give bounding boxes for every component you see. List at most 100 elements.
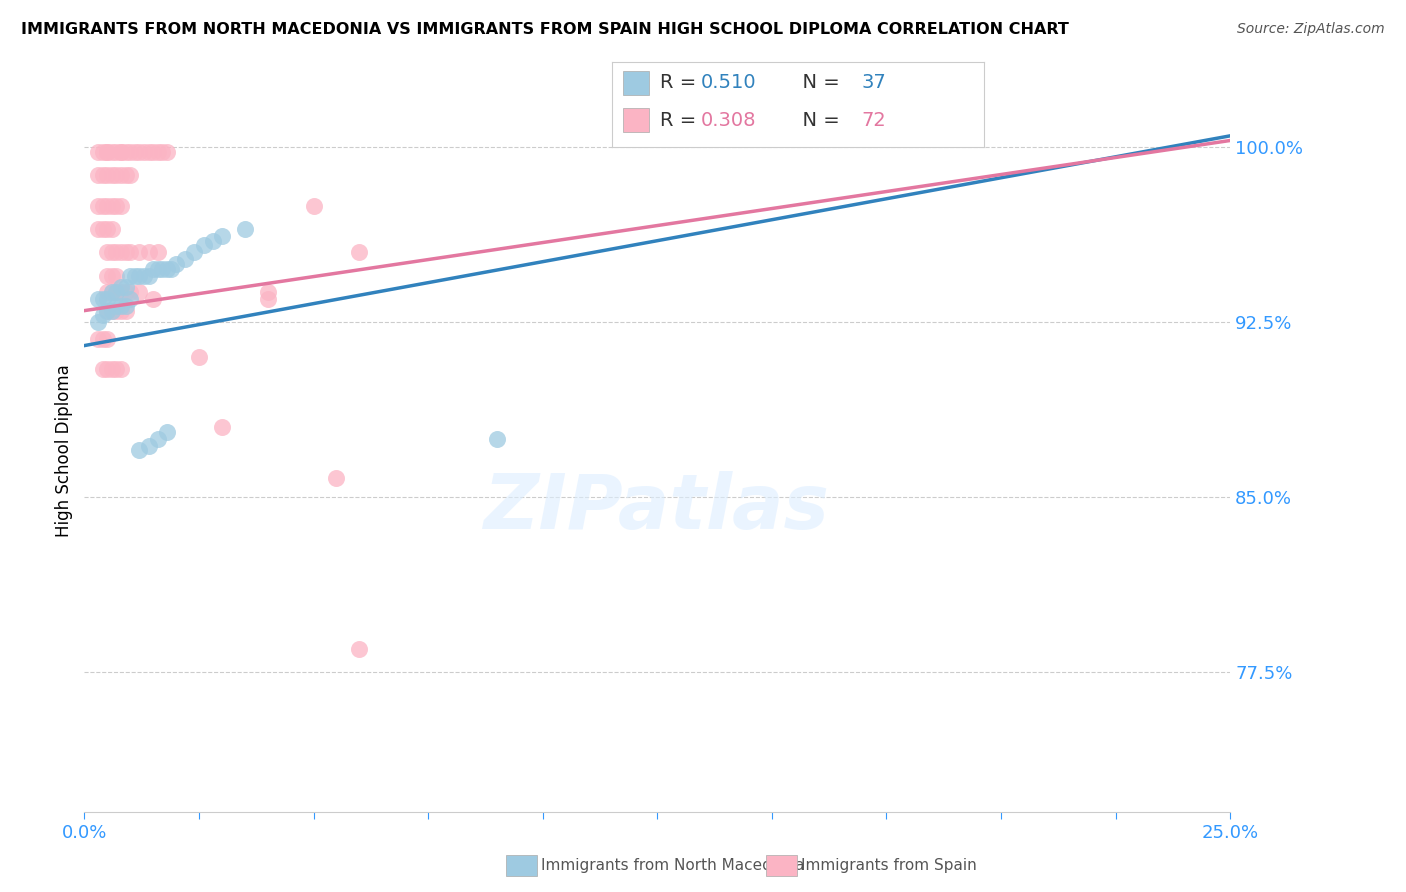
Point (156, 145, 179, 160)
Point (114, 303, 136, 318)
Point (105, 362, 128, 376)
Point (156, 261, 179, 276)
Point (110, 199, 132, 213)
Point (146, 261, 169, 276)
Point (101, 303, 124, 318)
Point (91, 362, 114, 376)
Point (110, 245, 132, 260)
Point (146, 432, 169, 446)
Point (87, 169, 110, 183)
Point (110, 169, 132, 183)
Point (91, 332, 114, 346)
Point (138, 245, 160, 260)
Text: N =: N = (790, 111, 846, 129)
Point (174, 252, 197, 267)
Point (256, 292, 278, 306)
Point (124, 145, 146, 160)
Point (150, 145, 173, 160)
Point (120, 292, 142, 306)
Point (96, 145, 118, 160)
Point (120, 245, 142, 260)
Bar (623, 71, 648, 95)
Point (114, 285, 136, 299)
Text: R =: R = (659, 111, 703, 129)
Point (110, 280, 132, 294)
Point (91, 145, 114, 160)
Point (325, 471, 347, 485)
Point (114, 169, 136, 183)
Point (233, 222, 256, 236)
Point (87, 222, 110, 236)
Point (114, 145, 136, 160)
Text: 72: 72 (862, 111, 886, 129)
Point (91, 292, 114, 306)
Point (91, 169, 114, 183)
Y-axis label: High School Diploma: High School Diploma (55, 364, 73, 537)
Point (101, 222, 124, 236)
Point (183, 245, 205, 260)
Point (105, 303, 128, 318)
Point (110, 145, 132, 160)
Point (142, 292, 165, 306)
Bar (623, 108, 648, 132)
Point (138, 145, 160, 160)
Text: Immigrants from North Macedonia: Immigrants from North Macedonia (541, 858, 804, 872)
Point (211, 229, 233, 244)
Point (201, 234, 224, 248)
Point (105, 169, 128, 183)
Point (349, 245, 371, 260)
Text: ZIPatlas: ZIPatlas (484, 471, 831, 545)
Point (120, 145, 142, 160)
Point (110, 145, 132, 160)
Point (110, 285, 132, 299)
Point (114, 299, 136, 313)
Point (160, 261, 183, 276)
Point (96, 303, 118, 318)
Point (128, 245, 150, 260)
Point (96, 292, 118, 306)
Point (132, 268, 155, 283)
Point (96, 285, 118, 299)
Point (124, 268, 146, 283)
Point (101, 245, 124, 260)
Point (87, 315, 110, 329)
Point (142, 261, 165, 276)
Point (110, 303, 132, 318)
Point (96, 199, 118, 213)
Point (349, 641, 371, 656)
Point (302, 199, 325, 213)
Point (101, 199, 124, 213)
Point (156, 425, 179, 439)
Point (96, 303, 118, 318)
Point (256, 285, 278, 299)
Point (110, 299, 132, 313)
Point (96, 145, 118, 160)
Point (142, 145, 165, 160)
Point (87, 199, 110, 213)
Text: 37: 37 (862, 73, 886, 92)
Point (101, 303, 124, 318)
Point (128, 145, 150, 160)
Point (105, 145, 128, 160)
Point (96, 169, 118, 183)
Point (101, 285, 124, 299)
Point (110, 362, 132, 376)
Point (101, 169, 124, 183)
Point (101, 145, 124, 160)
Point (105, 285, 128, 299)
Point (96, 222, 118, 236)
Point (87, 292, 110, 306)
Point (150, 261, 173, 276)
Point (96, 362, 118, 376)
Point (211, 420, 233, 434)
Point (105, 199, 128, 213)
Point (146, 145, 169, 160)
Text: 0.510: 0.510 (702, 73, 756, 92)
Point (132, 145, 155, 160)
Text: Immigrants from Spain: Immigrants from Spain (801, 858, 977, 872)
Text: R =: R = (659, 73, 703, 92)
Point (128, 443, 150, 458)
Point (105, 268, 128, 283)
Point (101, 285, 124, 299)
Point (114, 280, 136, 294)
